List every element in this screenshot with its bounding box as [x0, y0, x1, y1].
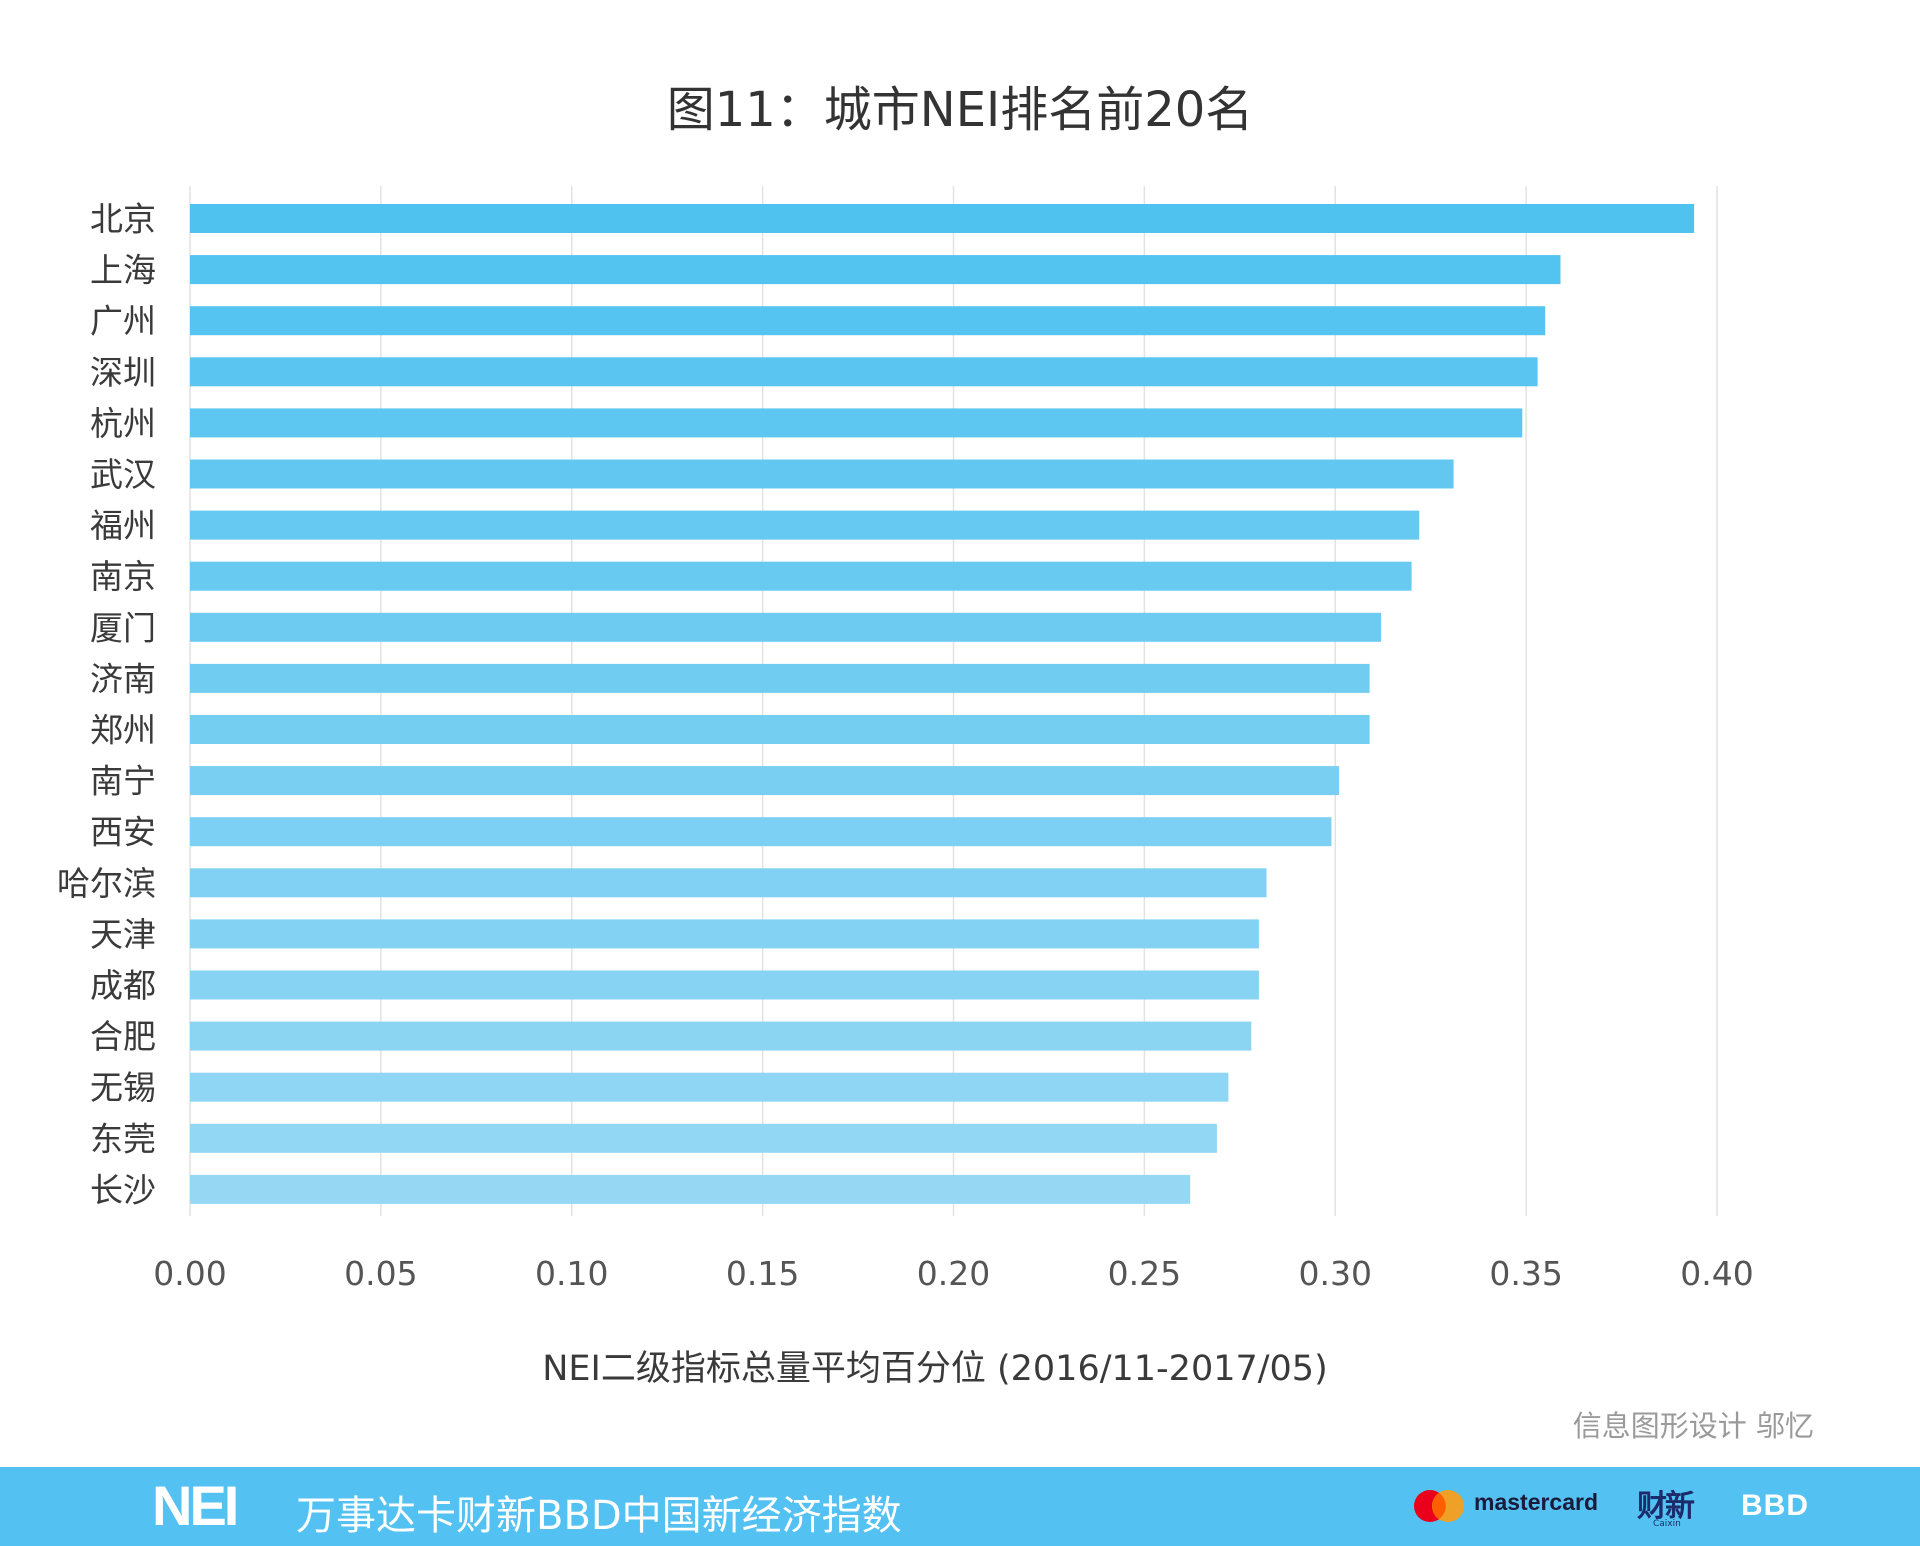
bar — [190, 306, 1546, 336]
bar — [190, 1072, 1229, 1102]
x-tick-label: 0.00 — [153, 1254, 226, 1293]
category-label: 长沙 — [90, 1170, 156, 1209]
mastercard-icon — [1414, 1490, 1464, 1522]
bar — [190, 663, 1370, 693]
x-tick-label: 0.05 — [344, 1254, 417, 1293]
category-label: 天津 — [90, 915, 156, 954]
caixin-logo: 财新 — [1637, 1489, 1695, 1524]
bar — [190, 255, 1561, 285]
chart-title: 图11：城市NEI排名前20名 — [666, 82, 1254, 138]
category-label: 深圳 — [90, 353, 156, 392]
category-label: 福州 — [90, 506, 156, 545]
footer-banner: NEI 万事达卡财新BBD中国新经济指数 mastercard 财新 Caixi… — [0, 1467, 1920, 1546]
bar — [190, 715, 1370, 744]
category-label: 南京 — [90, 557, 156, 596]
x-tick-label: 0.15 — [726, 1254, 799, 1293]
x-tick-label: 0.35 — [1489, 1254, 1562, 1293]
bar — [190, 357, 1538, 387]
bar — [190, 408, 1523, 438]
bar — [190, 204, 1695, 233]
category-label: 合肥 — [90, 1017, 156, 1056]
x-axis-label: NEI二级指标总量平均百分位 (2016/11-2017/05) — [542, 1349, 1328, 1389]
category-label: 郑州 — [90, 711, 156, 750]
category-label: 南宁 — [90, 762, 156, 801]
nei-logo: NEI — [152, 1474, 239, 1537]
category-label: 武汉 — [90, 455, 156, 494]
bar — [190, 766, 1340, 796]
category-label: 哈尔滨 — [57, 864, 156, 903]
x-tick-label: 0.40 — [1680, 1254, 1753, 1293]
bar — [190, 919, 1259, 949]
bar — [190, 868, 1267, 898]
category-label: 北京 — [90, 200, 156, 239]
category-label: 厦门 — [90, 608, 156, 647]
bar — [190, 1174, 1191, 1204]
category-label: 无锡 — [90, 1068, 156, 1107]
footer-title: 万事达卡财新BBD中国新经济指数 — [296, 1493, 902, 1539]
mastercard-logo-text: mastercard — [1474, 1489, 1599, 1515]
bar — [190, 459, 1454, 489]
category-label: 杭州 — [90, 404, 156, 443]
bar — [190, 510, 1420, 540]
category-label: 成都 — [90, 966, 156, 1005]
bar — [190, 561, 1412, 591]
category-label: 东莞 — [90, 1119, 156, 1158]
design-credit: 信息图形设计 邬忆 — [1572, 1409, 1814, 1443]
category-label: 西安 — [90, 813, 156, 852]
x-tick-label: 0.10 — [535, 1254, 608, 1293]
category-label: 广州 — [90, 302, 156, 341]
category-label: 济南 — [90, 659, 156, 698]
bar — [190, 817, 1332, 847]
category-label: 上海 — [90, 251, 156, 290]
bbd-logo: BBD — [1741, 1489, 1809, 1522]
bar — [190, 612, 1382, 642]
bar — [190, 970, 1259, 1000]
x-tick-label: 0.20 — [917, 1254, 990, 1293]
bar — [190, 1123, 1217, 1153]
x-tick-label: 0.30 — [1299, 1254, 1372, 1293]
caixin-logo-sub: Caixin — [1653, 1519, 1681, 1529]
bar — [190, 1021, 1252, 1051]
x-tick-label: 0.25 — [1108, 1254, 1181, 1293]
